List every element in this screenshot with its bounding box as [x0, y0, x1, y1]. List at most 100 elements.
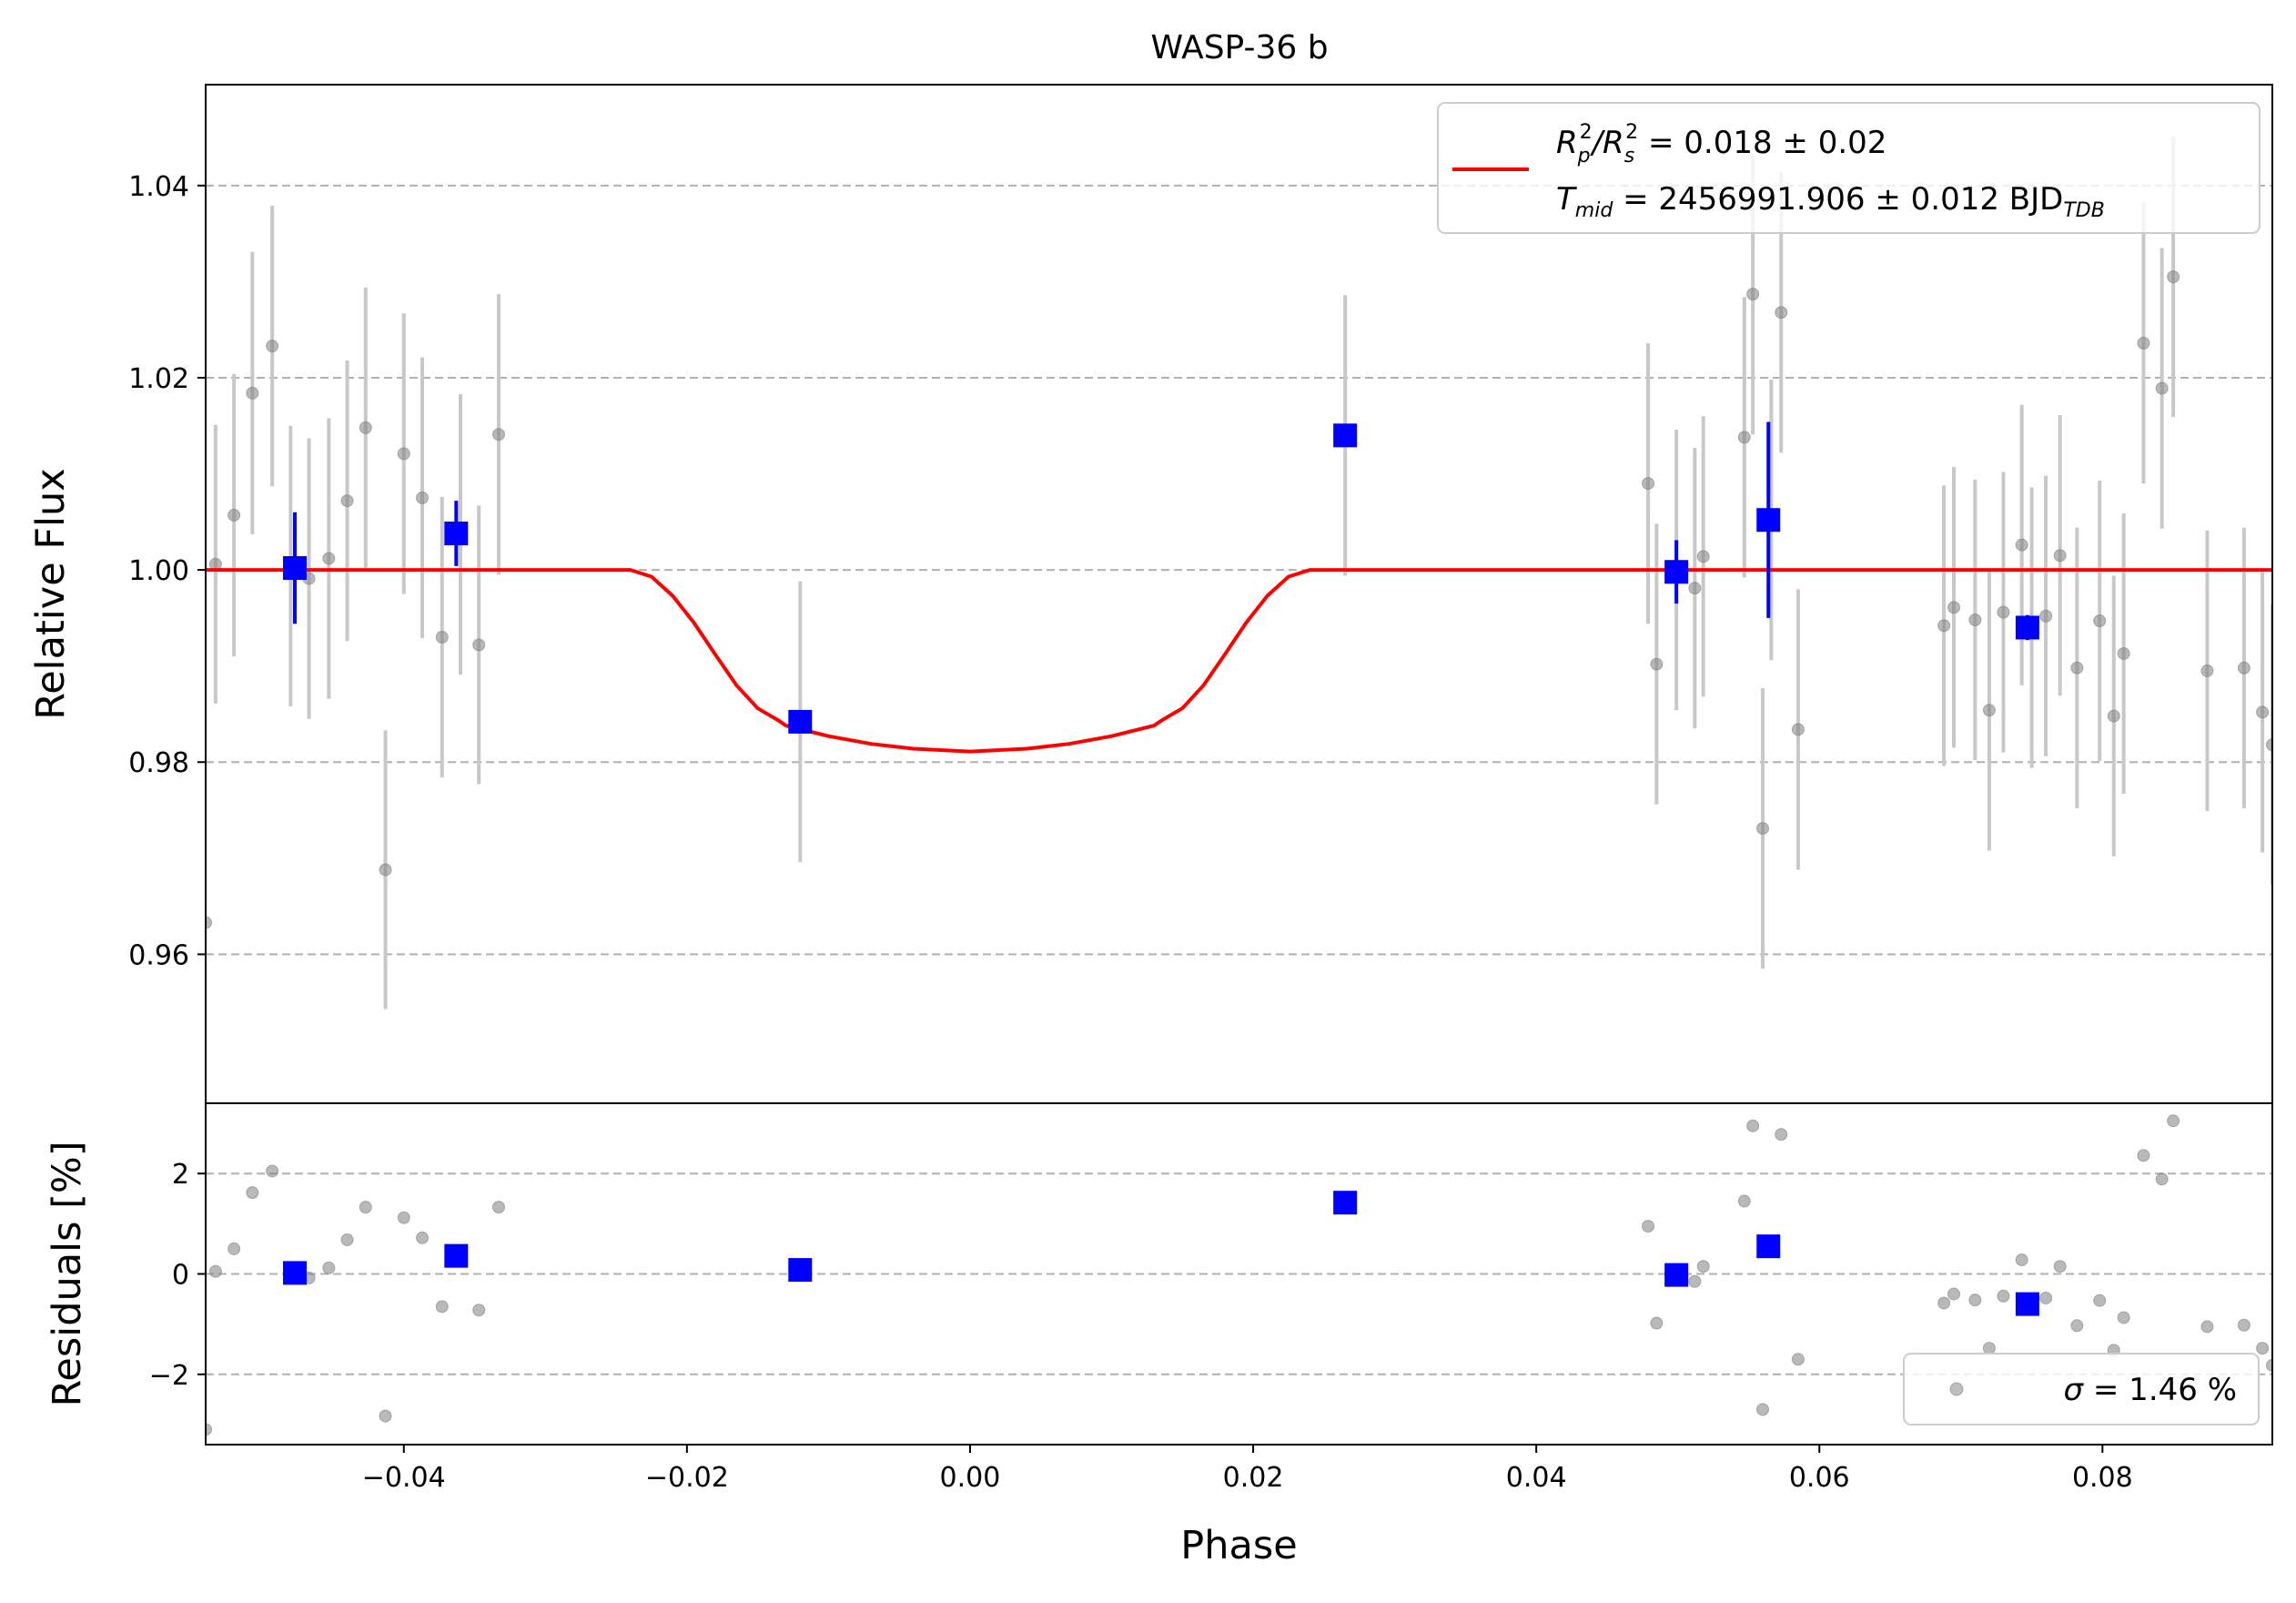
residual-binned-point — [1333, 1191, 1358, 1215]
raw-point — [2070, 661, 2084, 675]
residual-raw-point — [208, 1264, 222, 1278]
residual-raw-point — [1968, 1294, 1982, 1307]
raw-point — [2167, 270, 2180, 284]
residual-raw-point — [2167, 1114, 2180, 1128]
raw-point — [1937, 619, 1951, 633]
chart-title: WASP-36 b — [1150, 29, 1328, 66]
x-tick-label: 0.04 — [1506, 1462, 1567, 1494]
residual-raw-point — [246, 1186, 259, 1200]
transit-model-curve — [206, 568, 2272, 754]
binned-point — [444, 521, 469, 545]
residual-legend-marker — [1949, 1382, 1964, 1396]
residual-raw-point — [1688, 1274, 1702, 1288]
residual-raw-point — [2070, 1319, 2084, 1333]
raw-point — [2256, 705, 2270, 719]
main-legend: Rp2/Rs2 = 0.018 ± 0.02 Tmid = 2456991.90… — [1437, 102, 2261, 234]
raw-point — [1756, 822, 1770, 836]
residual-binned-point — [444, 1243, 469, 1268]
residual-raw-point — [2137, 1149, 2150, 1162]
raw-point — [322, 552, 336, 565]
residual-raw-points — [206, 1114, 2272, 1436]
raw-point — [2137, 336, 2150, 350]
raw-point — [2237, 661, 2250, 675]
residual-raw-point — [1791, 1353, 1805, 1366]
x-tick-label: 0.08 — [2072, 1462, 2133, 1494]
raw-point — [359, 421, 372, 434]
x-tick-label: 0.00 — [940, 1462, 1001, 1494]
binned-point — [282, 555, 307, 580]
residual-raw-point — [1775, 1128, 1788, 1141]
x-tick-label: −0.04 — [362, 1462, 446, 1494]
main-ytick-label: 1.04 — [128, 171, 189, 203]
raw-point — [2093, 614, 2107, 628]
raw-point — [1997, 605, 2010, 619]
residual-raw-point — [1737, 1194, 1751, 1208]
residual-raw-point — [2237, 1318, 2250, 1332]
raw-point — [340, 494, 354, 508]
raw-point — [2200, 664, 2214, 677]
binned-point — [2015, 615, 2039, 640]
residual-raw-point — [2155, 1172, 2169, 1186]
residual-binned-point — [1756, 1234, 1781, 1259]
residual-ytick-label: 2 — [172, 1159, 189, 1191]
residual-binned-point — [1664, 1263, 1689, 1287]
raw-point — [379, 863, 392, 877]
residual-binned-points — [282, 1191, 2039, 1316]
binned-point — [1756, 508, 1781, 533]
residual-raw-point — [1937, 1296, 1951, 1310]
residual-raw-point — [1642, 1220, 1655, 1233]
main-y-ticks: 0.96 0.98 1.00 1.02 1.04 — [128, 171, 206, 971]
residual-raw-point — [2117, 1311, 2130, 1324]
x-tick-label: −0.02 — [645, 1462, 729, 1494]
main-panel: 0.96 0.98 1.00 1.02 1.04 Relative Flux Rp2/R… — [28, 84, 2273, 1104]
residual-binned-point — [282, 1261, 307, 1285]
raw-point — [397, 447, 410, 461]
residual-panel: −2 0 2 −0.04 −0.02 0.00 0.02 0.04 0.06 0.08 Resi… — [45, 1102, 2273, 1568]
raw-point — [228, 508, 241, 522]
raw-point — [2117, 646, 2130, 660]
residual-y-axis-label: Residuals [%] — [45, 1141, 90, 1406]
residual-raw-point — [206, 1423, 212, 1436]
main-legend-box — [1437, 102, 2261, 234]
main-ytick-label: 1.00 — [128, 555, 189, 587]
residual-raw-point — [228, 1242, 241, 1255]
raw-point — [2266, 738, 2272, 752]
legend-radius-ratio: Rp2/Rs2 = 0.018 ± 0.02 — [1556, 121, 1886, 167]
residual-legend-box — [1903, 1353, 2260, 1425]
raw-point — [415, 491, 429, 504]
main-ytick-label: 0.96 — [128, 939, 189, 971]
raw-point — [1642, 477, 1655, 491]
residual-binned-point — [2015, 1292, 2039, 1316]
raw-point — [1947, 601, 1961, 614]
x-axis-label: Phase — [1180, 1523, 1297, 1568]
raw-point — [1982, 704, 1996, 717]
residual-raw-point — [472, 1304, 486, 1317]
main-binned-points — [282, 423, 2039, 734]
binned-point — [788, 709, 813, 734]
residual-ytick-label: 0 — [172, 1260, 189, 1292]
x-tick-label: 0.06 — [1789, 1462, 1850, 1494]
residual-raw-point — [2039, 1291, 2053, 1304]
raw-point — [1737, 431, 1751, 444]
main-ytick-label: 0.98 — [128, 747, 189, 779]
residual-raw-point — [2256, 1342, 2270, 1355]
residual-raw-point — [379, 1409, 392, 1423]
raw-point — [246, 386, 259, 400]
raw-point — [1696, 550, 1710, 563]
residual-raw-point — [2053, 1260, 2067, 1273]
residual-raw-point — [491, 1201, 505, 1214]
residual-raw-point — [2200, 1320, 2214, 1334]
residual-raw-point — [2015, 1253, 2028, 1267]
raw-point — [1650, 657, 1664, 671]
residual-raw-point — [1947, 1287, 1961, 1301]
raw-point — [1746, 288, 1760, 301]
residual-raw-point — [2266, 1358, 2272, 1372]
residual-raw-point — [322, 1261, 336, 1274]
raw-point — [2015, 538, 2028, 552]
residual-raw-point — [1982, 1342, 1996, 1355]
residual-raw-point — [415, 1231, 429, 1244]
raw-point — [1791, 723, 1805, 736]
residual-ytick-label: −2 — [149, 1360, 189, 1392]
